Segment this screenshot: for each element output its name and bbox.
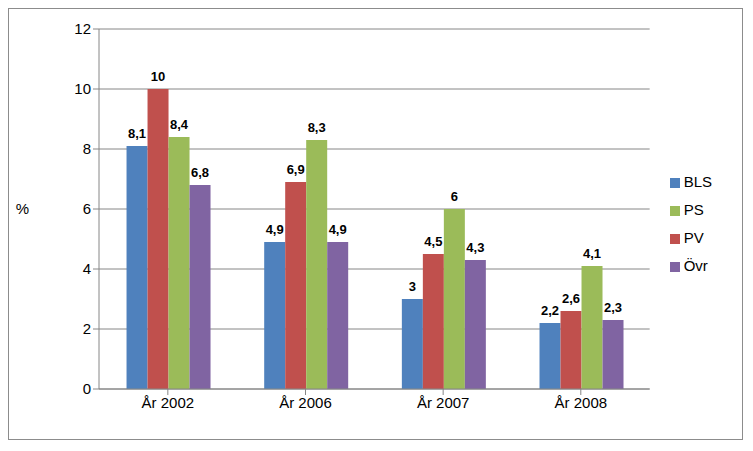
svg-text:3: 3 bbox=[409, 279, 416, 294]
html-text:BLS: BLS bbox=[683, 173, 712, 190]
svg-text:År 2006: År 2006 bbox=[279, 394, 332, 411]
svg-text:År 2007: År 2007 bbox=[417, 394, 470, 411]
svg-text:4,9: 4,9 bbox=[266, 222, 284, 237]
svg-text:4,5: 4,5 bbox=[424, 234, 442, 249]
svg-text:4,3: 4,3 bbox=[466, 240, 484, 255]
svg-text:0: 0 bbox=[83, 380, 91, 397]
svg-text:8,4: 8,4 bbox=[170, 117, 189, 132]
svg-text:4,1: 4,1 bbox=[583, 246, 601, 261]
svg-text:År 2002: År 2002 bbox=[142, 394, 195, 411]
html-text:PS: PS bbox=[683, 201, 704, 218]
svg-text:10: 10 bbox=[74, 80, 91, 97]
svg-text:6,9: 6,9 bbox=[287, 162, 305, 177]
html-text:Övr: Övr bbox=[683, 257, 708, 274]
svg-text:2,6: 2,6 bbox=[562, 291, 580, 306]
svg-text:2: 2 bbox=[83, 320, 91, 337]
svg-text:8,1: 8,1 bbox=[128, 126, 146, 141]
svg-text:8,3: 8,3 bbox=[308, 120, 326, 135]
svg-text:2,2: 2,2 bbox=[541, 303, 559, 318]
svg-text:12: 12 bbox=[74, 20, 91, 37]
svg-text:8: 8 bbox=[83, 140, 91, 157]
svg-text:4: 4 bbox=[83, 260, 91, 277]
svg-text:%: % bbox=[16, 200, 29, 217]
svg-text:År 2008: År 2008 bbox=[555, 394, 608, 411]
svg-text:6: 6 bbox=[451, 189, 458, 204]
svg-text:4,9: 4,9 bbox=[329, 222, 347, 237]
html-text:PV: PV bbox=[683, 229, 704, 246]
svg-text:6,8: 6,8 bbox=[191, 165, 209, 180]
svg-text:6: 6 bbox=[83, 200, 91, 217]
svg-text:10: 10 bbox=[151, 69, 165, 84]
svg-text:2,3: 2,3 bbox=[604, 300, 622, 315]
